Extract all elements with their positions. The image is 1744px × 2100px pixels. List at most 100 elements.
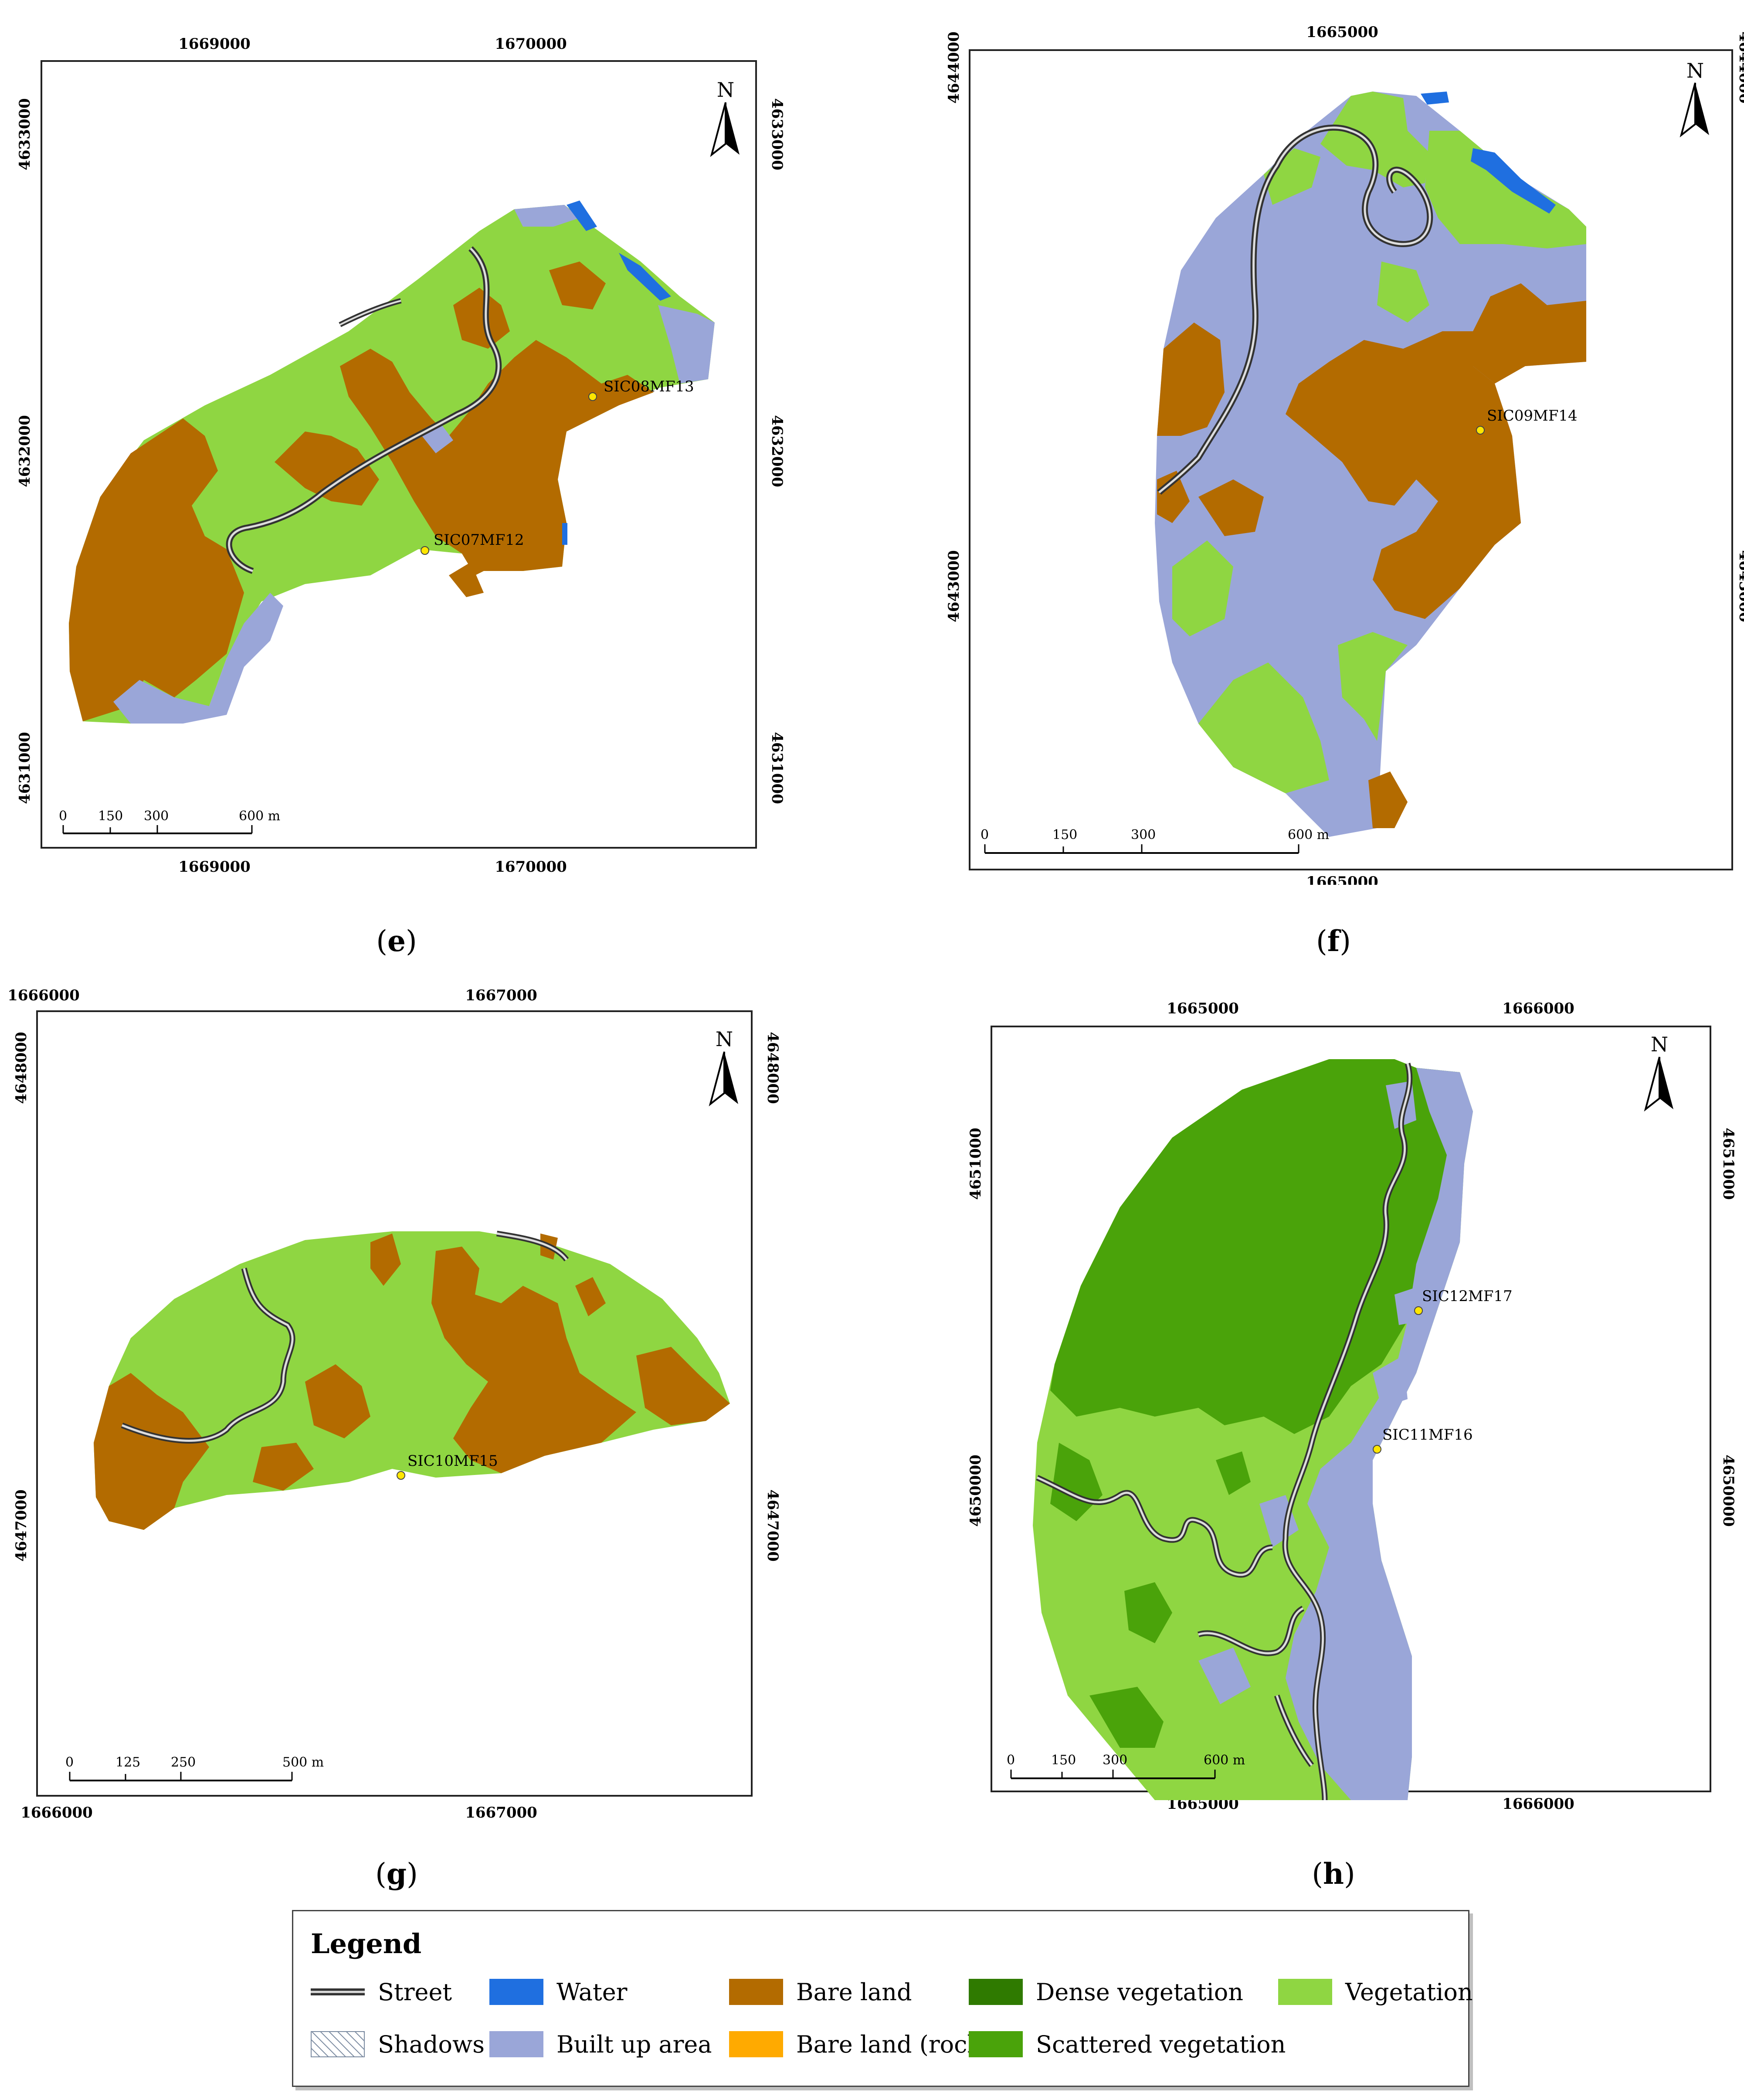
scale-label-e-0: 0	[59, 809, 67, 824]
scale-label-e-3: 600 m	[239, 809, 280, 824]
site-label-h-1: SIC11MF16	[1382, 1426, 1473, 1444]
tick-right-e-1: 4632000	[768, 415, 786, 487]
area-veg-f4	[1377, 262, 1429, 323]
panel-label-g: (g)	[375, 1857, 418, 1891]
streets-e	[226, 246, 502, 574]
area-built-e2	[514, 205, 580, 227]
area-water-f	[1421, 92, 1449, 105]
area-scattered-h	[1050, 1059, 1464, 1434]
area-bare-g4	[636, 1347, 730, 1425]
area-built-e	[113, 593, 283, 724]
dense-vegetation-swatch	[969, 1979, 1023, 2005]
area-built-h4	[1198, 1648, 1251, 1704]
tick-bottom-e-0: 1669000	[178, 858, 251, 876]
bare-land-rocks-swatch	[729, 2031, 783, 2057]
scattered-vegetation-swatch	[969, 2031, 1023, 2057]
legend-label-water: Water	[556, 1978, 628, 2006]
site-label-h-0: SIC12MF17	[1422, 1288, 1513, 1305]
scale-label-h-0: 0	[1007, 1753, 1015, 1768]
landcover-g	[94, 1231, 730, 1530]
north-label-h: N	[1651, 1033, 1668, 1056]
built-up-area-swatch	[489, 2031, 543, 2057]
tick-top-e-0: 1669000	[178, 35, 251, 53]
area-bare-g3	[431, 1247, 636, 1473]
tick-left-f-1: 4643000	[945, 550, 963, 622]
tick-bottom-g-1: 1667000	[465, 1804, 537, 1821]
north-label-f: N	[1686, 59, 1704, 82]
street-swatch-icon	[311, 1988, 365, 1995]
tick-right-g-0: 4648000	[764, 1032, 781, 1104]
vegetation-swatch	[1278, 1979, 1332, 2005]
scale-bar-g	[69, 1772, 293, 1781]
bare-land-swatch	[729, 1979, 783, 2005]
area-scattered-h3	[1124, 1582, 1172, 1643]
area-water-e3	[562, 523, 567, 545]
site-label-e-0: SIC08MF13	[604, 378, 694, 395]
scale-label-g-2: 250	[171, 1755, 196, 1770]
map-panel-e: 1669000 1670000 1669000 1670000 4633000 …	[16, 35, 786, 876]
scale-label-f-0: 0	[981, 827, 989, 843]
area-veg-f2	[1425, 131, 1586, 248]
tick-top-e-1: 1670000	[495, 35, 567, 53]
north-arrow-icon	[709, 1051, 738, 1107]
area-bare-f2	[1286, 331, 1521, 619]
area-bare-e6	[449, 562, 484, 597]
area-veg-f6	[1198, 663, 1329, 793]
legend-item-vegetation: Vegetation	[1278, 1977, 1473, 2007]
site-marker-e-0	[588, 392, 597, 401]
tick-right-h-0: 4651000	[1720, 1128, 1737, 1200]
streets-f	[1157, 124, 1433, 495]
site-label-e-1: SIC07MF12	[434, 531, 524, 549]
area-bare-g2	[305, 1364, 370, 1438]
area-built-e3	[658, 305, 715, 384]
tick-bottom-f-0: 1665000	[1306, 873, 1378, 885]
scale-label-f-3: 600 m	[1288, 827, 1329, 843]
landcover-h	[1033, 1059, 1473, 1800]
tick-left-g-0: 4648000	[13, 1032, 30, 1104]
area-bare-f4	[1198, 479, 1264, 536]
scale-label-g-0: 0	[65, 1755, 74, 1770]
panel-label-e: (e)	[376, 924, 417, 958]
legend-item-built-up-area: Built up area	[489, 2029, 712, 2059]
legend-label-bare-land-rocks: Bare land (rocks)	[796, 2030, 1003, 2058]
tick-top-h-0: 1665000	[1167, 1000, 1239, 1017]
scale-label-h-3: 600 m	[1204, 1753, 1245, 1768]
legend-item-scattered-vegetation: Scattered vegetation	[969, 2029, 1286, 2059]
tick-left-e-1: 4632000	[16, 415, 34, 487]
scale-label-e-1: 150	[98, 809, 123, 824]
area-bare-g6	[370, 1233, 401, 1286]
scale-bar-e	[62, 825, 253, 834]
scale-label-f-1: 150	[1052, 827, 1077, 843]
north-label-e: N	[717, 78, 734, 102]
legend-label-bare-land: Bare land	[796, 1978, 912, 2006]
area-bare-e4	[453, 288, 510, 349]
area-water-e2	[619, 253, 671, 301]
tick-right-f-1: 4643000	[1736, 550, 1744, 622]
tick-top-f-0: 1665000	[1306, 24, 1378, 41]
tick-left-e-0: 4633000	[16, 98, 34, 170]
tick-left-h-0: 4651000	[967, 1128, 984, 1200]
legend-item-dense-vegetation: Dense vegetation	[969, 1977, 1243, 2007]
north-arrow-icon	[710, 102, 740, 157]
shadows-swatch-icon	[311, 2031, 365, 2057]
area-bare-g5	[253, 1443, 314, 1491]
map-panel-h: 1665000 1666000 1665000 1666000 4651000 …	[967, 1000, 1737, 1813]
area-bare-e	[69, 418, 244, 721]
site-marker-g-0	[397, 1471, 405, 1480]
area-veg-f5	[1338, 632, 1408, 741]
tick-right-e-0: 4633000	[768, 98, 786, 170]
streets-g	[121, 1230, 569, 1444]
area-bare-g	[94, 1373, 209, 1530]
legend-item-bare-land-rocks: Bare land (rocks)	[729, 2029, 1003, 2059]
area-bare-e2	[275, 432, 379, 506]
tick-right-g-1: 4647000	[764, 1489, 781, 1562]
legend-label-dense-vegetation: Dense vegetation	[1036, 1978, 1244, 2006]
scale-label-g-1: 125	[115, 1755, 140, 1770]
area-built-h5	[1373, 1356, 1408, 1408]
legend-item-bare-land: Bare land	[729, 1977, 912, 2007]
map-panel-f: 1665000 1665000 4644000 4643000 4644000 …	[945, 24, 1744, 885]
area-bare-g8	[575, 1277, 606, 1316]
area-veg-g	[94, 1231, 730, 1530]
tick-bottom-e-1: 1670000	[495, 858, 567, 876]
area-bare-f	[1473, 283, 1586, 384]
